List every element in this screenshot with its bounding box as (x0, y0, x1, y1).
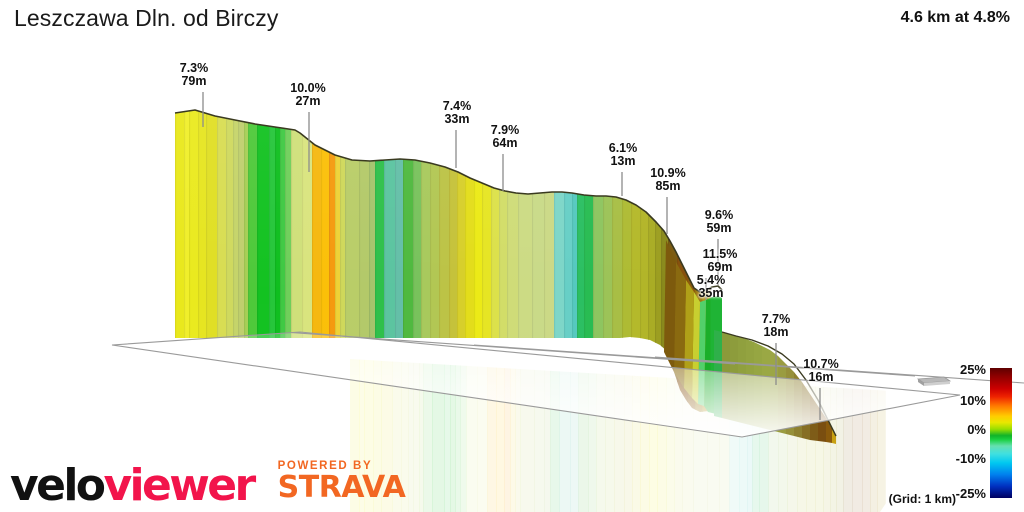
reflection-band (550, 345, 560, 512)
ridge-outline (174, 109, 723, 293)
grid-note: (Grid: 1 km) (888, 492, 956, 506)
reflection-band (419, 345, 424, 512)
reflection-band (515, 345, 521, 512)
powered-by-strava: POWERED BY STRAVA (278, 460, 406, 503)
reflection-band (578, 345, 589, 512)
reflection-band (843, 345, 853, 512)
reflection-band (614, 345, 625, 512)
logo-viewer-text: viewer (103, 460, 256, 511)
reflection-band (559, 345, 571, 512)
reflection-band (373, 345, 382, 512)
reflection-band (544, 345, 551, 512)
reflection-band (413, 345, 420, 512)
legend-tick-25: 25% (959, 362, 986, 377)
reflection-band (534, 345, 545, 512)
reflection-band (466, 345, 478, 512)
reflection-band (624, 345, 633, 512)
legend-tick-neg10: -10% (955, 451, 986, 466)
reflection-band (504, 345, 511, 512)
reflection-band (401, 345, 409, 512)
reflection-band (510, 345, 516, 512)
legend-tick-neg25: -25% (955, 486, 986, 501)
reflection-band (359, 345, 365, 512)
reflection-band (588, 345, 597, 512)
summary-stat: 4.6 km at 4.8% (900, 9, 1010, 26)
legend-tick-10: 10% (959, 393, 986, 408)
reflection-band (381, 345, 393, 512)
reflection-band (666, 345, 675, 512)
reflection-band (862, 345, 871, 512)
legend-tick-0: 0% (967, 422, 986, 437)
reflection-band (640, 345, 650, 512)
reflection-band (674, 345, 683, 512)
gradient-legend: 25% 10% 0% -10% -25% (926, 360, 1016, 505)
reflection-band (423, 345, 433, 512)
reflection-band (657, 345, 667, 512)
reflection-band (496, 345, 505, 512)
logo-velo-text: velo (10, 460, 106, 511)
end-marker-icon (916, 376, 952, 386)
ground-grid-lines (111, 331, 1024, 438)
lower-ridge-band (832, 428, 836, 444)
ground-plane-fade (112, 332, 960, 437)
reflection-band (487, 345, 497, 512)
reflection-band (632, 345, 641, 512)
reflection-band (444, 345, 451, 512)
reflection-band (350, 345, 360, 512)
reflection-band (649, 345, 658, 512)
reflection-band (596, 345, 606, 512)
page-title: Leszczawa Dln. od Birczy (14, 5, 279, 31)
reflection-band (455, 345, 461, 512)
reflection-band (477, 345, 488, 512)
reflection-band (460, 345, 467, 512)
reflection-band (870, 345, 878, 512)
reflection-band (852, 345, 863, 512)
lower-ridge-band (826, 418, 832, 443)
reflection-band (830, 345, 837, 512)
reflection-band (605, 345, 615, 512)
reflection-band (570, 345, 579, 512)
reflection-band (364, 345, 374, 512)
reflection-band (392, 345, 402, 512)
reflection-band (836, 345, 844, 512)
reflection-band (450, 345, 456, 512)
gradient-colorbar (990, 368, 1012, 498)
reflection-band (877, 345, 886, 512)
reflection-band (408, 345, 414, 512)
powered-by-label: POWERED BY (277, 460, 373, 472)
veloviewer-logo: velo viewer POWERED BY STRAVA (10, 460, 406, 511)
strava-wordmark: STRAVA (277, 470, 406, 505)
